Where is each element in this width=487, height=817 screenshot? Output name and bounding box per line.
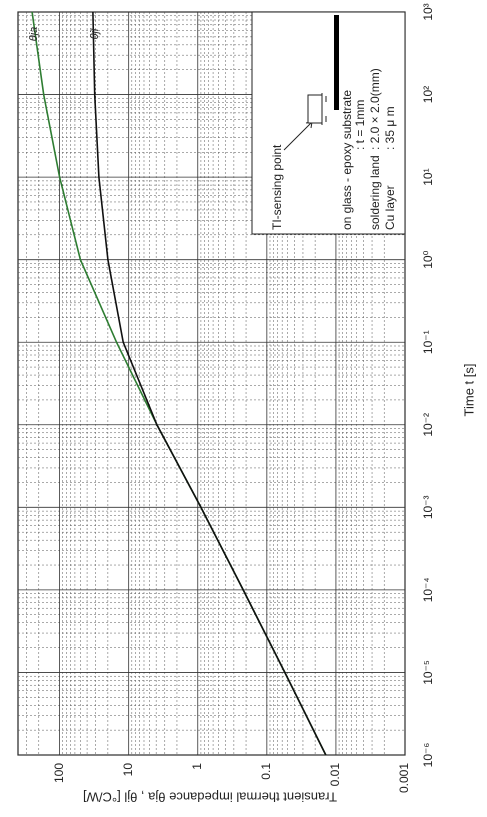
y-axis-label: Transient thermal impedance θja , θjl [°… (83, 790, 337, 805)
x-tick-label: 10⁰ (421, 250, 435, 268)
legend-text: Cu layer (383, 185, 397, 230)
y-tick-label: 10 (121, 763, 135, 777)
legend-text: soldering land (368, 155, 382, 230)
y-tick-label: 0.001 (397, 763, 411, 793)
x-tick-label: 10² (421, 86, 435, 103)
x-tick-label: 10¹ (421, 168, 435, 185)
arrow (283, 121, 313, 151)
legend-text: : 2.0 × 2.0(mm) (368, 68, 382, 150)
package-leads (321, 93, 327, 125)
y-tick-label: 1 (190, 763, 204, 770)
series-line (92, 11, 327, 756)
x-tick-label: 10⁻¹ (421, 330, 435, 354)
y-tick-label: 0.01 (328, 763, 342, 787)
legend-box (251, 11, 406, 235)
x-tick-label: 10⁻⁴ (421, 577, 435, 602)
x-tick-label: 10⁻³ (421, 495, 435, 519)
x-tick-label: 10⁻⁶ (421, 743, 435, 768)
legend-text: on glass - epoxy substrate (340, 90, 354, 230)
legend: TI-sensing point on glass - epoxy substr… (251, 11, 406, 235)
legend-text: : 35 μ m (383, 106, 397, 150)
x-tick-label: 10⁻² (421, 413, 435, 437)
x-tick-label: 10³ (421, 3, 435, 20)
legend-text: TI-sensing point (270, 144, 284, 230)
x-axis-label: Time t [s] (461, 364, 476, 417)
series-label: θjl (89, 28, 101, 39)
legend-text: : t = 1mm (353, 100, 367, 150)
y-tick-label: 100 (52, 763, 66, 783)
y-tick-label: 0.1 (259, 763, 273, 780)
package-icon (307, 94, 323, 124)
substrate-bar (334, 15, 339, 110)
series-label: θja (28, 27, 40, 42)
x-tick-label: 10⁻⁵ (421, 660, 435, 685)
